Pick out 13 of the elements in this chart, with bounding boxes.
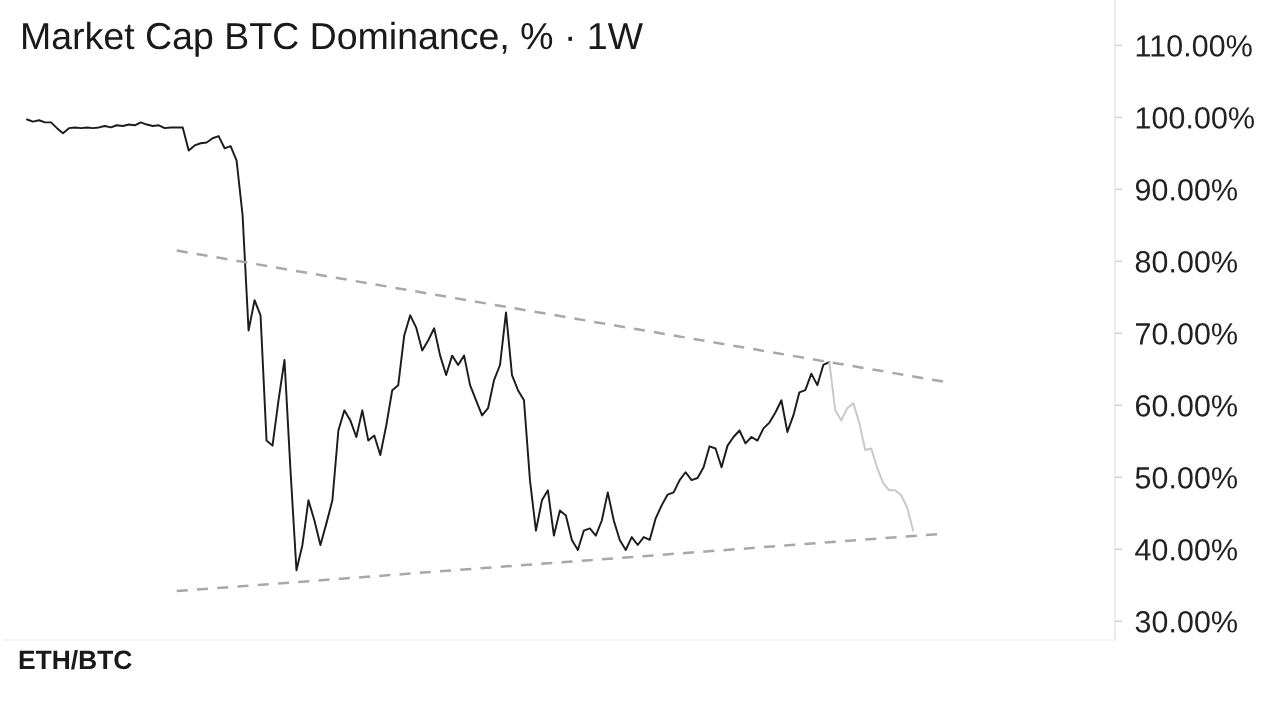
y-tick-label: 70.00% — [1136, 323, 1237, 345]
text: Market Cap BTC Dominance, % · 1W — [23, 21, 643, 57]
y-tick-label: 40.00% — [1135, 539, 1237, 561]
y-tick-label: 60.00% — [1136, 395, 1237, 417]
line-series — [828, 361, 915, 532]
y-tick-label: 90.00% — [1135, 179, 1237, 201]
y-tick-label: 80.00% — [1135, 251, 1237, 273]
y-tick-label: 30.00% — [1135, 611, 1237, 633]
line-series — [26, 118, 831, 572]
text: ETH/BTC — [19, 649, 132, 670]
y-tick-label: 110.00% — [1136, 35, 1252, 57]
y-tick-label: 100.00% — [1136, 107, 1254, 129]
y-tick-label: 50.00% — [1135, 467, 1237, 489]
